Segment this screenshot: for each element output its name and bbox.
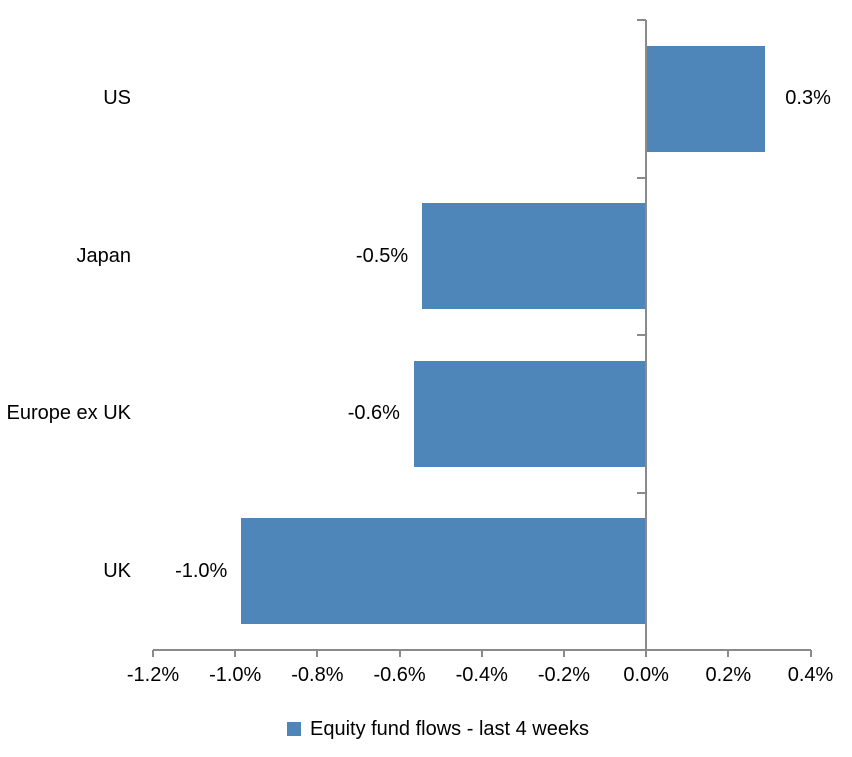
x-tick-label--0-8-: -0.8% [291,664,344,686]
x-axis-tick [562,650,565,657]
x-tick-label--0-6-: -0.6% [373,664,426,686]
plot-area: US 0.3% Japan -0.5% Europe ex UK -0.6% UK -1.0%… [6,19,834,686]
x-tick-label--0-2-: -0.2% [537,664,591,686]
category-axis-tick [637,176,647,179]
x-axis-tick [727,650,730,657]
x-tick-label--1-0-: -1.0% [209,664,262,686]
category-label-japan: Japan [76,244,132,267]
category-label-us: US [103,87,131,110]
category-axis-tick [637,334,647,336]
x-tick-label-0-4-: 0.4% [787,664,834,686]
legend-label: Equity fund flows - last 4 weeks [309,717,589,740]
x-tick-label--1-2-: -1.2% [126,664,180,686]
bar-us [646,45,766,152]
x-axis-tick [234,650,237,657]
bar-europe-ex-uk [413,360,647,467]
x-axis-tick [809,650,812,657]
chart-legend: Equity fund flows - last 4 weeks [0,714,852,744]
value-label-europe-ex-uk: -0.6% [347,402,400,425]
x-axis-tick [645,650,648,657]
x-tick-label-0-2-: 0.2% [705,664,752,686]
category-axis-tick [637,491,647,494]
legend-color-swatch [286,722,301,736]
x-axis-tick [480,650,483,657]
value-label-uk: -1.0% [175,559,228,582]
category-label-uk: UK [103,559,131,582]
x-axis-tick [398,650,401,657]
bar-uk [241,518,647,625]
x-axis-tick [152,650,154,657]
category-label-europe-ex-uk: Europe ex UK [6,402,131,425]
value-label-us: 0.3% [785,87,831,110]
x-tick-label--0-4-: -0.4% [455,664,508,686]
value-label-japan: -0.5% [355,244,409,267]
category-axis-tick [637,649,647,651]
bar-japan [422,203,647,310]
zero-axis-line [645,20,648,657]
category-axis-tick [637,19,647,21]
x-axis-tick [316,650,319,657]
x-tick-label-0-0-: 0.0% [623,664,669,686]
